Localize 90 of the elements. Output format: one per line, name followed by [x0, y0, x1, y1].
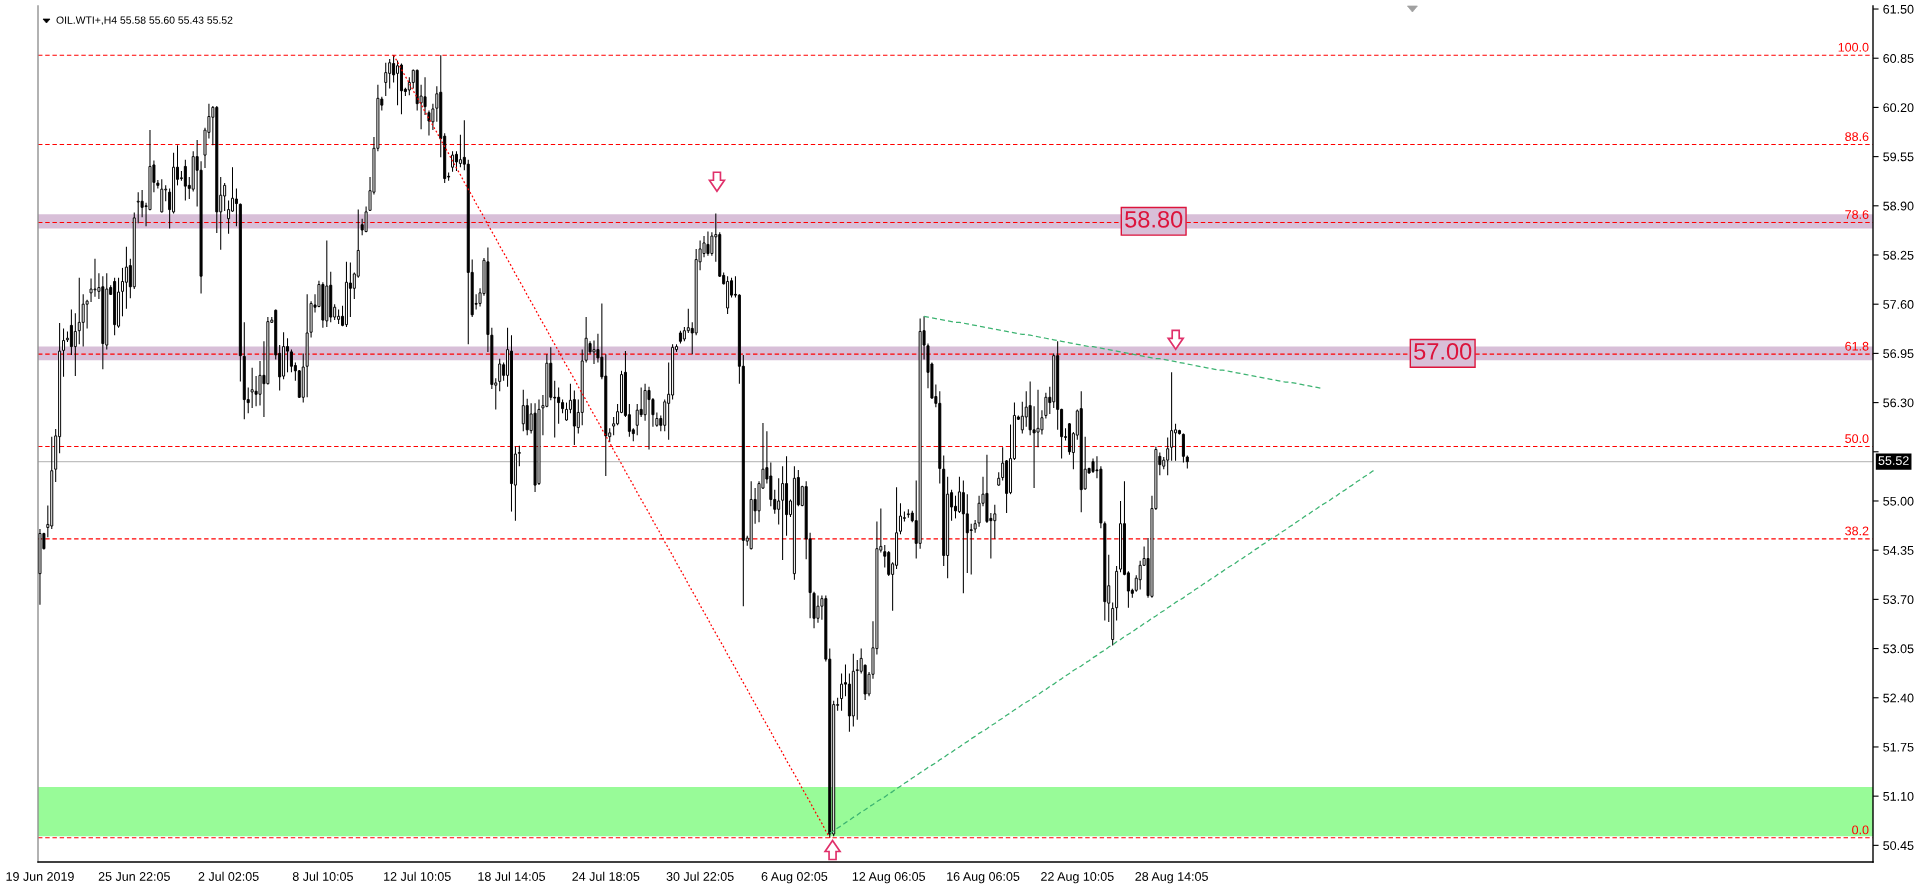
band-label: 58.80: [1125, 210, 1183, 228]
candlestick: [227, 199, 231, 235]
y-tick-label: 61.50: [1883, 4, 1914, 14]
candlestick: [223, 182, 227, 212]
candlestick: [706, 231, 710, 257]
candlestick: [1181, 433, 1185, 463]
candlestick: [384, 62, 388, 97]
candlestick: [647, 386, 651, 451]
candlestick: [777, 477, 781, 525]
candlestick: [898, 502, 902, 535]
candlestick: [781, 465, 785, 561]
y-tick-label: 56.30: [1883, 398, 1914, 408]
candlestick: [136, 191, 140, 224]
candlestick: [77, 277, 81, 345]
y-tick-label: 57.60: [1883, 300, 1914, 309]
x-tick-label: 12 Aug 06:05: [852, 872, 926, 884]
annotation: 61.8: [1845, 341, 1869, 351]
candlestick: [289, 349, 293, 373]
candlestick: [1138, 560, 1142, 591]
candlestick: [840, 673, 844, 712]
band-label: 57.00: [1414, 343, 1472, 360]
candlestick: [592, 340, 596, 365]
candlestick: [965, 493, 969, 574]
annotation: 100.0: [1838, 42, 1869, 52]
x-tick-label: 6 Aug 02:05: [761, 872, 828, 884]
y-tick-label: 51.10: [1883, 791, 1914, 801]
y-tick-label: 58.90: [1883, 201, 1914, 211]
candlestick: [396, 59, 400, 106]
candlestick: [458, 134, 462, 168]
candlestick: [73, 312, 77, 377]
y-tick-label: 51.75: [1883, 742, 1914, 752]
candlestick: [953, 495, 958, 519]
x-tick-label: 25 Jun 22:05: [98, 872, 170, 881]
y-tick-label: 59.55: [1883, 152, 1914, 162]
y-tick-label: 60.85: [1883, 54, 1914, 63]
candlestick: [81, 293, 85, 348]
candlestick: [635, 403, 639, 436]
annotation: 0.0: [1852, 825, 1869, 835]
x-tick-label: 16 Aug 06:05: [947, 872, 1020, 884]
y-tick-label: 54.35: [1883, 545, 1914, 555]
y-tick-label: 53.70: [1883, 595, 1914, 605]
candlestick: [498, 358, 502, 392]
candlestick: [1166, 436, 1170, 476]
ref-line-label: 55.52: [1878, 456, 1909, 465]
annotation: 88.6: [1845, 132, 1869, 142]
candlestick: [816, 595, 820, 624]
x-tick-label: 30 Jul 22:05: [666, 871, 734, 881]
candlestick: [521, 389, 525, 432]
candlestick: [961, 480, 965, 594]
candlestick: [1170, 371, 1174, 462]
candlestick: [250, 367, 254, 409]
x-tick-label: 24 Jul 18:05: [572, 871, 640, 881]
annotation: 38.2: [1845, 526, 1869, 536]
candlestick: [93, 258, 97, 298]
x-tick-label: 2 Jul 02:05: [198, 871, 259, 881]
annotation: 50.0: [1845, 434, 1869, 444]
candlestick: [286, 337, 290, 373]
x-tick-label: 19 Jun 2019: [6, 872, 74, 881]
annotation: 78.6: [1845, 210, 1869, 219]
text: OIL.WTI+,H4 55.58 55.60 55.43 55.52: [56, 16, 233, 26]
line-series: [923, 315, 1322, 389]
candlestick: [957, 476, 961, 514]
candlestick: [69, 308, 73, 356]
line-series: [829, 468, 1377, 834]
candlestick: [564, 402, 569, 422]
y-tick-label: 50.45: [1883, 841, 1914, 850]
y-tick-label: 53.05: [1883, 644, 1914, 654]
x-tick-label: 12 Jul 10:05: [384, 871, 451, 881]
candlestick: [124, 246, 128, 310]
candlestick: [392, 54, 396, 83]
y-tick-label: 52.40: [1883, 693, 1914, 703]
x-tick-label: 28 Aug 14:05: [1135, 872, 1208, 884]
candlestick: [451, 150, 455, 173]
candlestick: [388, 58, 392, 90]
y-tick-label: 60.20: [1883, 103, 1914, 113]
candlestick: [887, 550, 891, 577]
candlestick: [234, 187, 238, 227]
x-tick-label: 22 Aug 10:05: [1041, 872, 1114, 884]
candlestick: [183, 159, 187, 202]
y-tick-label: 56.95: [1883, 349, 1914, 359]
candlestick: [454, 150, 458, 172]
y-tick-label: 58.25: [1883, 250, 1914, 260]
candlestick: [557, 386, 561, 425]
candlestick: [160, 178, 164, 214]
candlestick: [1020, 401, 1024, 435]
x-tick-label: 8 Jul 10:05: [292, 871, 353, 881]
y-tick-label: 55.00: [1883, 496, 1914, 506]
candlestick: [1024, 390, 1028, 428]
x-tick-label: 18 Jul 14:05: [478, 871, 546, 881]
candlestick: [855, 659, 859, 721]
